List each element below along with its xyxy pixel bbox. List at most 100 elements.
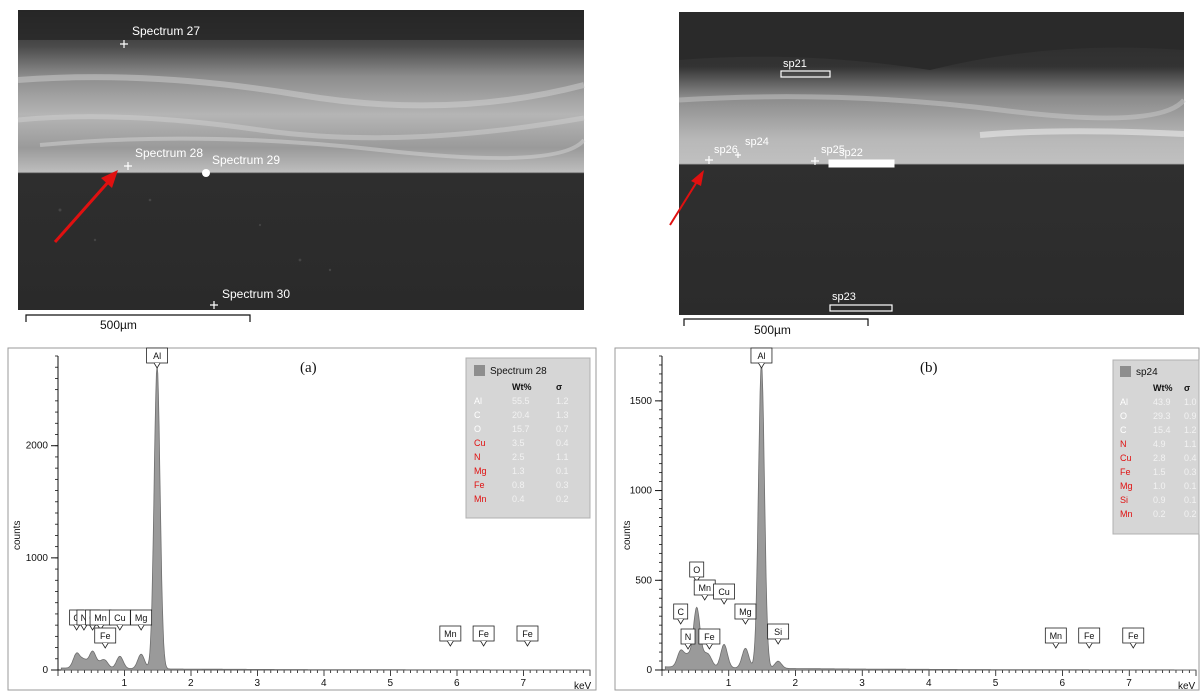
x-tick-label: 6 <box>1060 678 1066 689</box>
svg-text:sp22: sp22 <box>839 147 863 159</box>
legend-row: Fe 1.5 0.3 <box>1120 467 1197 477</box>
svg-text:Si: Si <box>1120 495 1128 505</box>
sem-b-scale-bar: 500µm <box>683 318 869 337</box>
svg-text:Fe: Fe <box>522 629 533 639</box>
svg-text:Mg: Mg <box>739 607 752 617</box>
svg-text:0.1: 0.1 <box>1184 495 1197 505</box>
svg-text:Mn: Mn <box>474 494 487 504</box>
sem-b-marker-25: sp25 <box>811 144 845 165</box>
sem-b-marker-21: sp21 <box>780 58 831 78</box>
svg-text:20.4: 20.4 <box>512 410 530 420</box>
peak-label-cu: Cu <box>713 583 735 605</box>
svg-text:Fe: Fe <box>1120 467 1131 477</box>
svg-text:Spectrum 28: Spectrum 28 <box>135 146 203 160</box>
svg-text:sp26: sp26 <box>714 144 738 156</box>
y-tick-label: 500 <box>635 575 652 586</box>
svg-text:C: C <box>677 607 684 617</box>
x-tick-label: 5 <box>993 678 999 689</box>
eds-a-legend-swatch <box>474 365 485 376</box>
svg-text:O: O <box>1120 411 1127 421</box>
svg-text:Mn: Mn <box>1120 509 1133 519</box>
svg-text:Fe: Fe <box>704 632 715 642</box>
sem-a-marker-29: Spectrum 29 <box>202 153 280 177</box>
y-tick-label: 1000 <box>26 553 49 564</box>
legend-row: Fe 0.8 0.3 <box>474 480 569 490</box>
peak-label-fe: Fe <box>94 627 117 649</box>
x-tick-label: 1 <box>726 678 732 689</box>
y-tick-label: 1500 <box>630 396 653 407</box>
eds-spectrum-chart-a: 1234567010002000CNOMnFeCuMgAlMnFeFe (a) … <box>7 347 597 692</box>
eds-b-legend-swatch <box>1120 366 1131 377</box>
y-tick-label: 0 <box>42 665 48 676</box>
svg-text:O: O <box>474 424 481 434</box>
peak-label-fe: Fe <box>1122 627 1145 649</box>
svg-text:Fe: Fe <box>478 629 489 639</box>
sem-a-marker-28: Spectrum 28 <box>124 146 203 170</box>
svg-text:Al: Al <box>474 396 482 406</box>
sem-b-marker-23: sp23 <box>829 291 893 312</box>
svg-text:4.9: 4.9 <box>1153 439 1166 449</box>
sem-b-marker-24: sp24 <box>735 136 769 158</box>
eds-a-panel-label: (a) <box>300 360 317 376</box>
eds-a-plot-area: 1234567010002000CNOMnFeCuMgAlMnFeFe <box>26 347 591 689</box>
svg-text:Spectrum 30: Spectrum 30 <box>222 287 290 301</box>
svg-text:0.1: 0.1 <box>556 466 569 476</box>
svg-text:Fe: Fe <box>1084 631 1095 641</box>
legend-row: O 15.7 0.7 <box>474 424 569 434</box>
spectrum-series <box>60 366 591 671</box>
svg-text:Fe: Fe <box>474 480 485 490</box>
svg-text:Fe: Fe <box>100 631 111 641</box>
svg-text:0.4: 0.4 <box>1184 453 1197 463</box>
svg-text:Mn: Mn <box>1050 631 1063 641</box>
peak-label-mn: Mn <box>693 579 716 601</box>
svg-text:Mn: Mn <box>444 629 457 639</box>
sem-a-scale-bar: 500µm <box>25 314 251 332</box>
svg-text:43.9: 43.9 <box>1153 397 1171 407</box>
x-tick-label: 2 <box>188 678 194 689</box>
svg-text:1.2: 1.2 <box>556 396 569 406</box>
svg-text:sp21: sp21 <box>783 58 807 70</box>
legend-row: Cu 2.8 0.4 <box>1120 453 1197 463</box>
legend-row: Mg 1.0 0.1 <box>1120 481 1197 491</box>
eds-b-xlabel: keV <box>1178 681 1196 692</box>
svg-text:N: N <box>685 632 692 642</box>
x-tick-label: 2 <box>793 678 799 689</box>
eds-b-legend-header-wt: Wt% <box>1153 383 1173 393</box>
svg-text:O: O <box>693 565 700 575</box>
svg-text:sp24: sp24 <box>745 136 769 148</box>
svg-text:Al: Al <box>153 351 161 361</box>
eds-b-ylabel: counts <box>622 521 633 550</box>
svg-text:15.4: 15.4 <box>1153 425 1171 435</box>
eds-a-legend-header-sigma: σ <box>556 382 562 392</box>
legend-row: O 29.3 0.9 <box>1120 411 1197 421</box>
legend-row: Al 55.5 1.2 <box>474 396 569 406</box>
svg-text:1.1: 1.1 <box>1184 439 1197 449</box>
eds-b-legend: sp24 Wt% σ Al 43.9 1.0 O 29.3 0.9 C 15.4 1.2 N 4.9… <box>1112 359 1200 535</box>
svg-text:0.8: 0.8 <box>512 480 525 490</box>
eds-b-panel-label: (b) <box>920 360 938 376</box>
svg-text:0.3: 0.3 <box>1184 467 1197 477</box>
svg-text:Si: Si <box>774 627 782 637</box>
peak-label-mn: Mn <box>439 625 462 647</box>
sem-a-arrow <box>53 170 118 243</box>
y-tick-label: 2000 <box>26 441 49 452</box>
peak-label-si: Si <box>767 623 790 645</box>
y-tick-label: 1000 <box>630 486 653 497</box>
sem-a-marker-27: Spectrum 27 <box>120 24 200 48</box>
legend-row: C 15.4 1.2 <box>1120 425 1197 435</box>
eds-a-legend: Spectrum 28 Wt% σ Al 55.5 1.2 C 20.4 1.3 O 15.7… <box>465 357 591 519</box>
svg-text:15.7: 15.7 <box>512 424 530 434</box>
eds-b-legend-header-sigma: σ <box>1184 383 1190 393</box>
peak-label-mg: Mg <box>734 603 757 625</box>
svg-text:N: N <box>81 613 88 623</box>
svg-text:0.2: 0.2 <box>1153 509 1166 519</box>
svg-text:0.2: 0.2 <box>1184 509 1197 519</box>
eds-a-legend-rows: Al 55.5 1.2 C 20.4 1.3 O 15.7 0.7 Cu 3.5 0.4 N 2.5 1.1… <box>474 396 569 504</box>
svg-text:0.3: 0.3 <box>556 480 569 490</box>
svg-text:Mn: Mn <box>698 583 711 593</box>
svg-text:1.2: 1.2 <box>1184 425 1197 435</box>
eds-b-legend-title: sp24 <box>1136 367 1158 378</box>
x-tick-label: 7 <box>1126 678 1132 689</box>
